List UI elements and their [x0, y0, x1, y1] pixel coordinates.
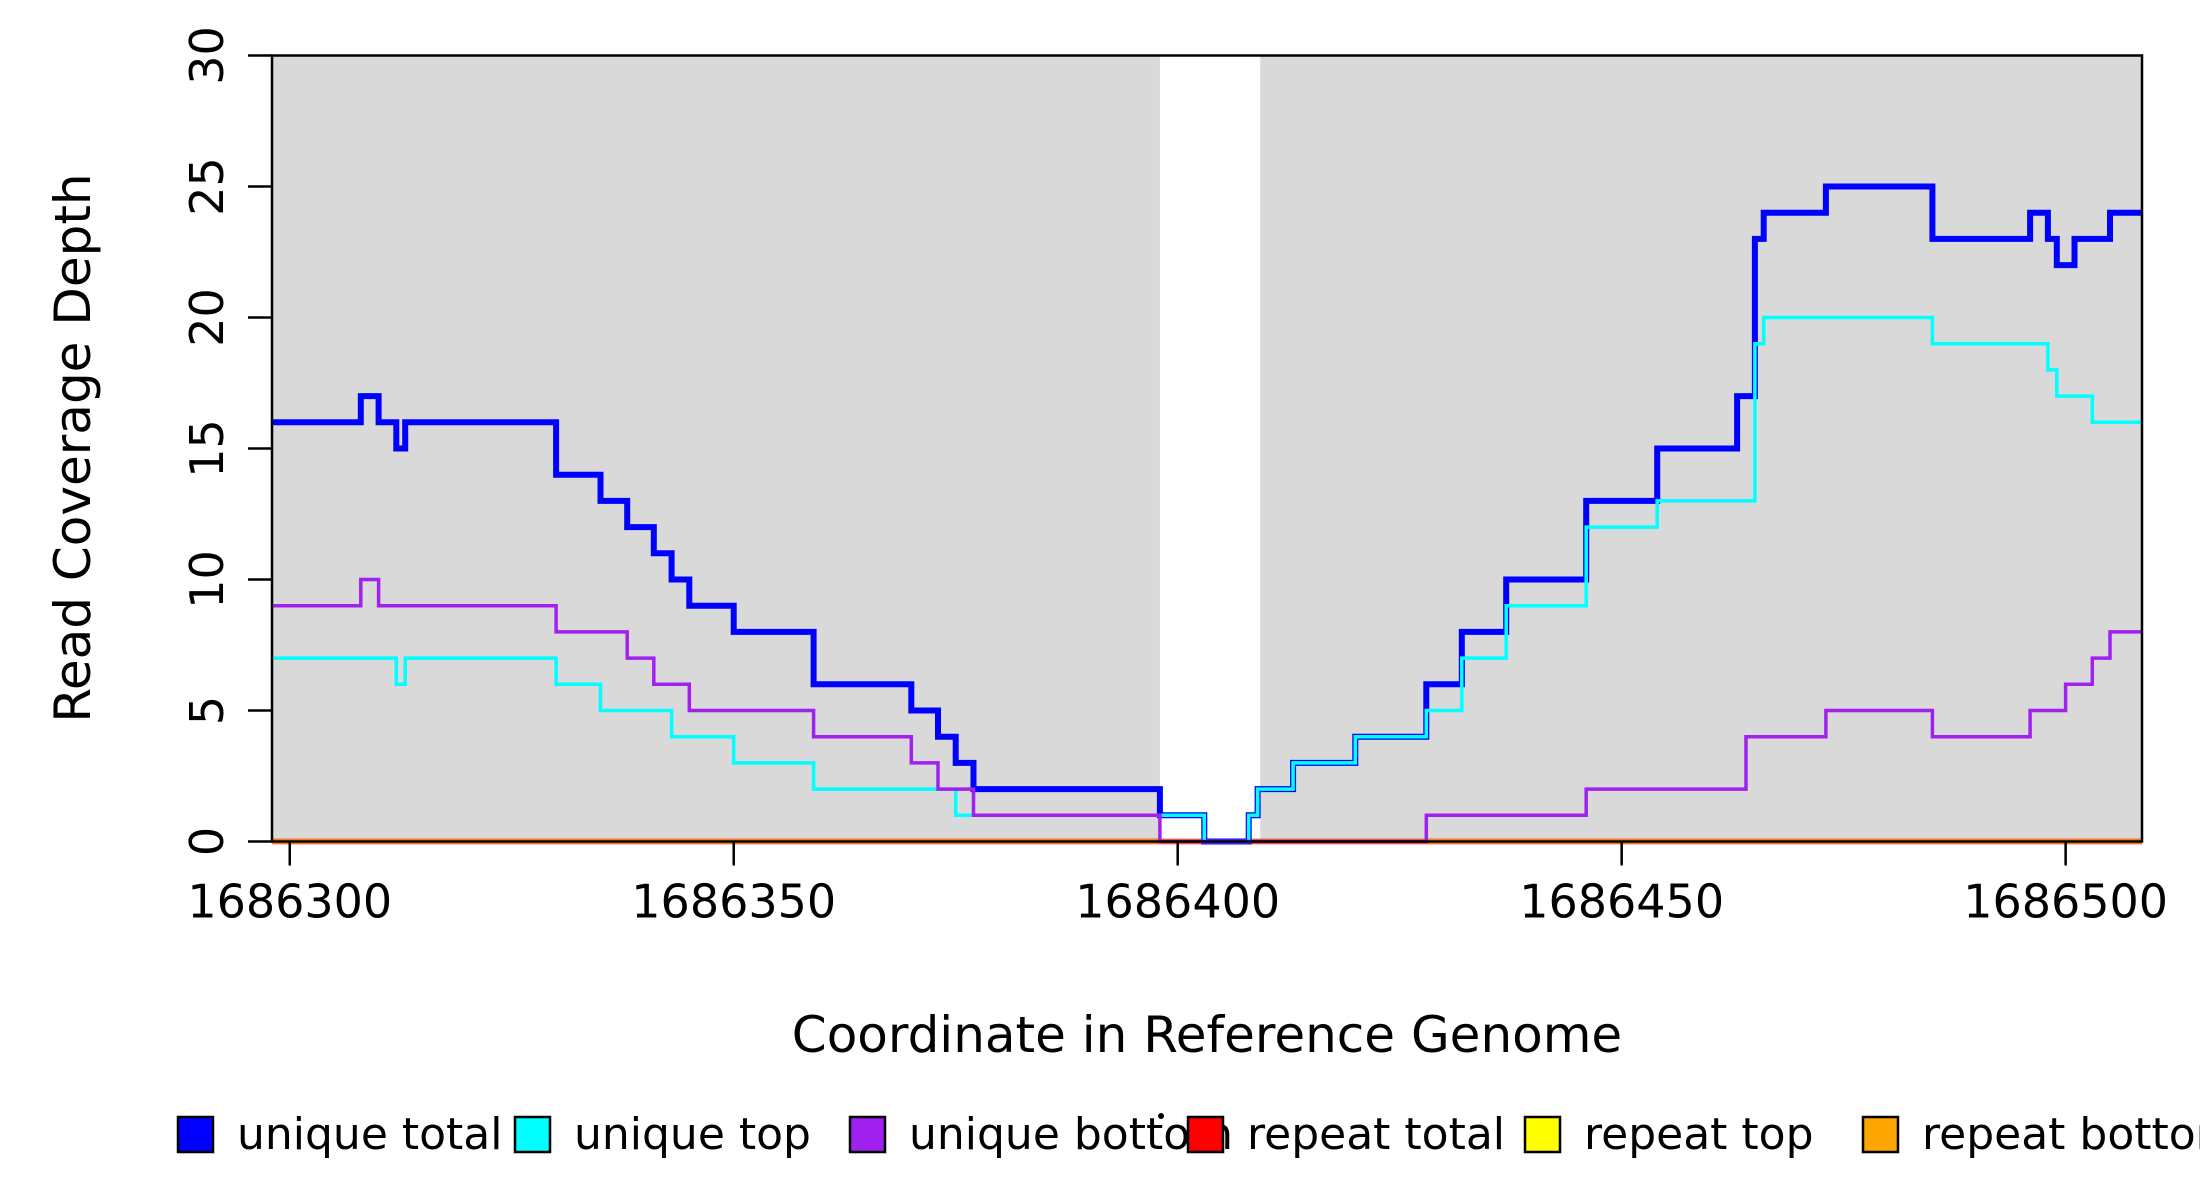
x-axis-title: Coordinate in Reference Genome: [792, 1006, 1622, 1064]
series-unique-bottom: [272, 577, 2142, 844]
legend-item-repeat-top: repeat top: [1523, 1109, 1814, 1160]
y-tick-label: 0: [180, 827, 234, 856]
legend-label: unique total: [237, 1109, 502, 1160]
y-tick-label: 10: [180, 550, 234, 609]
legend-swatch: [1861, 1115, 1900, 1154]
axes-layer: 1686300 1686350 1686400 1686450 1686500 0 5 10 1…: [180, 26, 2168, 928]
legend-swatch: [848, 1115, 887, 1154]
legend-label: repeat bottom: [1922, 1109, 2200, 1160]
legend-swatch: [513, 1115, 552, 1154]
legend-label: repeat top: [1584, 1109, 1814, 1160]
y-tick-label: 30: [180, 26, 234, 85]
legend: unique total unique top unique bottom repea…: [176, 1109, 2200, 1160]
y-tick-label: 5: [180, 696, 234, 725]
legend-item-repeat-bottom: repeat bottom: [1861, 1109, 2200, 1160]
legend-item-unique-bottom: unique bottom: [848, 1109, 1233, 1160]
legend-swatch: [1523, 1115, 1562, 1154]
y-tick-label: 25: [180, 157, 234, 216]
x-tick-label: 1686300: [187, 875, 392, 929]
y-axis-title: Read Coverage Depth: [44, 173, 102, 722]
legend-label: unique bottom: [909, 1109, 1233, 1160]
legend-item-repeat-total: repeat total: [1186, 1109, 1505, 1160]
legend-label: unique top: [574, 1109, 811, 1160]
stray-dot: [1158, 1113, 1164, 1119]
x-tick-label: 1686500: [1963, 875, 2168, 929]
shaded-regions-layer: [272, 55, 2142, 842]
legend-swatch: [176, 1115, 215, 1154]
x-tick-label: 1686350: [631, 875, 836, 929]
x-tick-label: 1686400: [1075, 875, 1280, 929]
y-tick-label: 20: [180, 288, 234, 347]
legend-item-unique-total: unique total: [176, 1109, 502, 1160]
y-tick-label: 15: [180, 419, 234, 478]
series-unique-top: [272, 315, 2142, 844]
legend-item-unique-top: unique top: [513, 1109, 811, 1160]
legend-label: repeat total: [1247, 1109, 1505, 1160]
x-tick-label: 1686450: [1519, 875, 1724, 929]
legend-swatch: [1186, 1115, 1225, 1154]
